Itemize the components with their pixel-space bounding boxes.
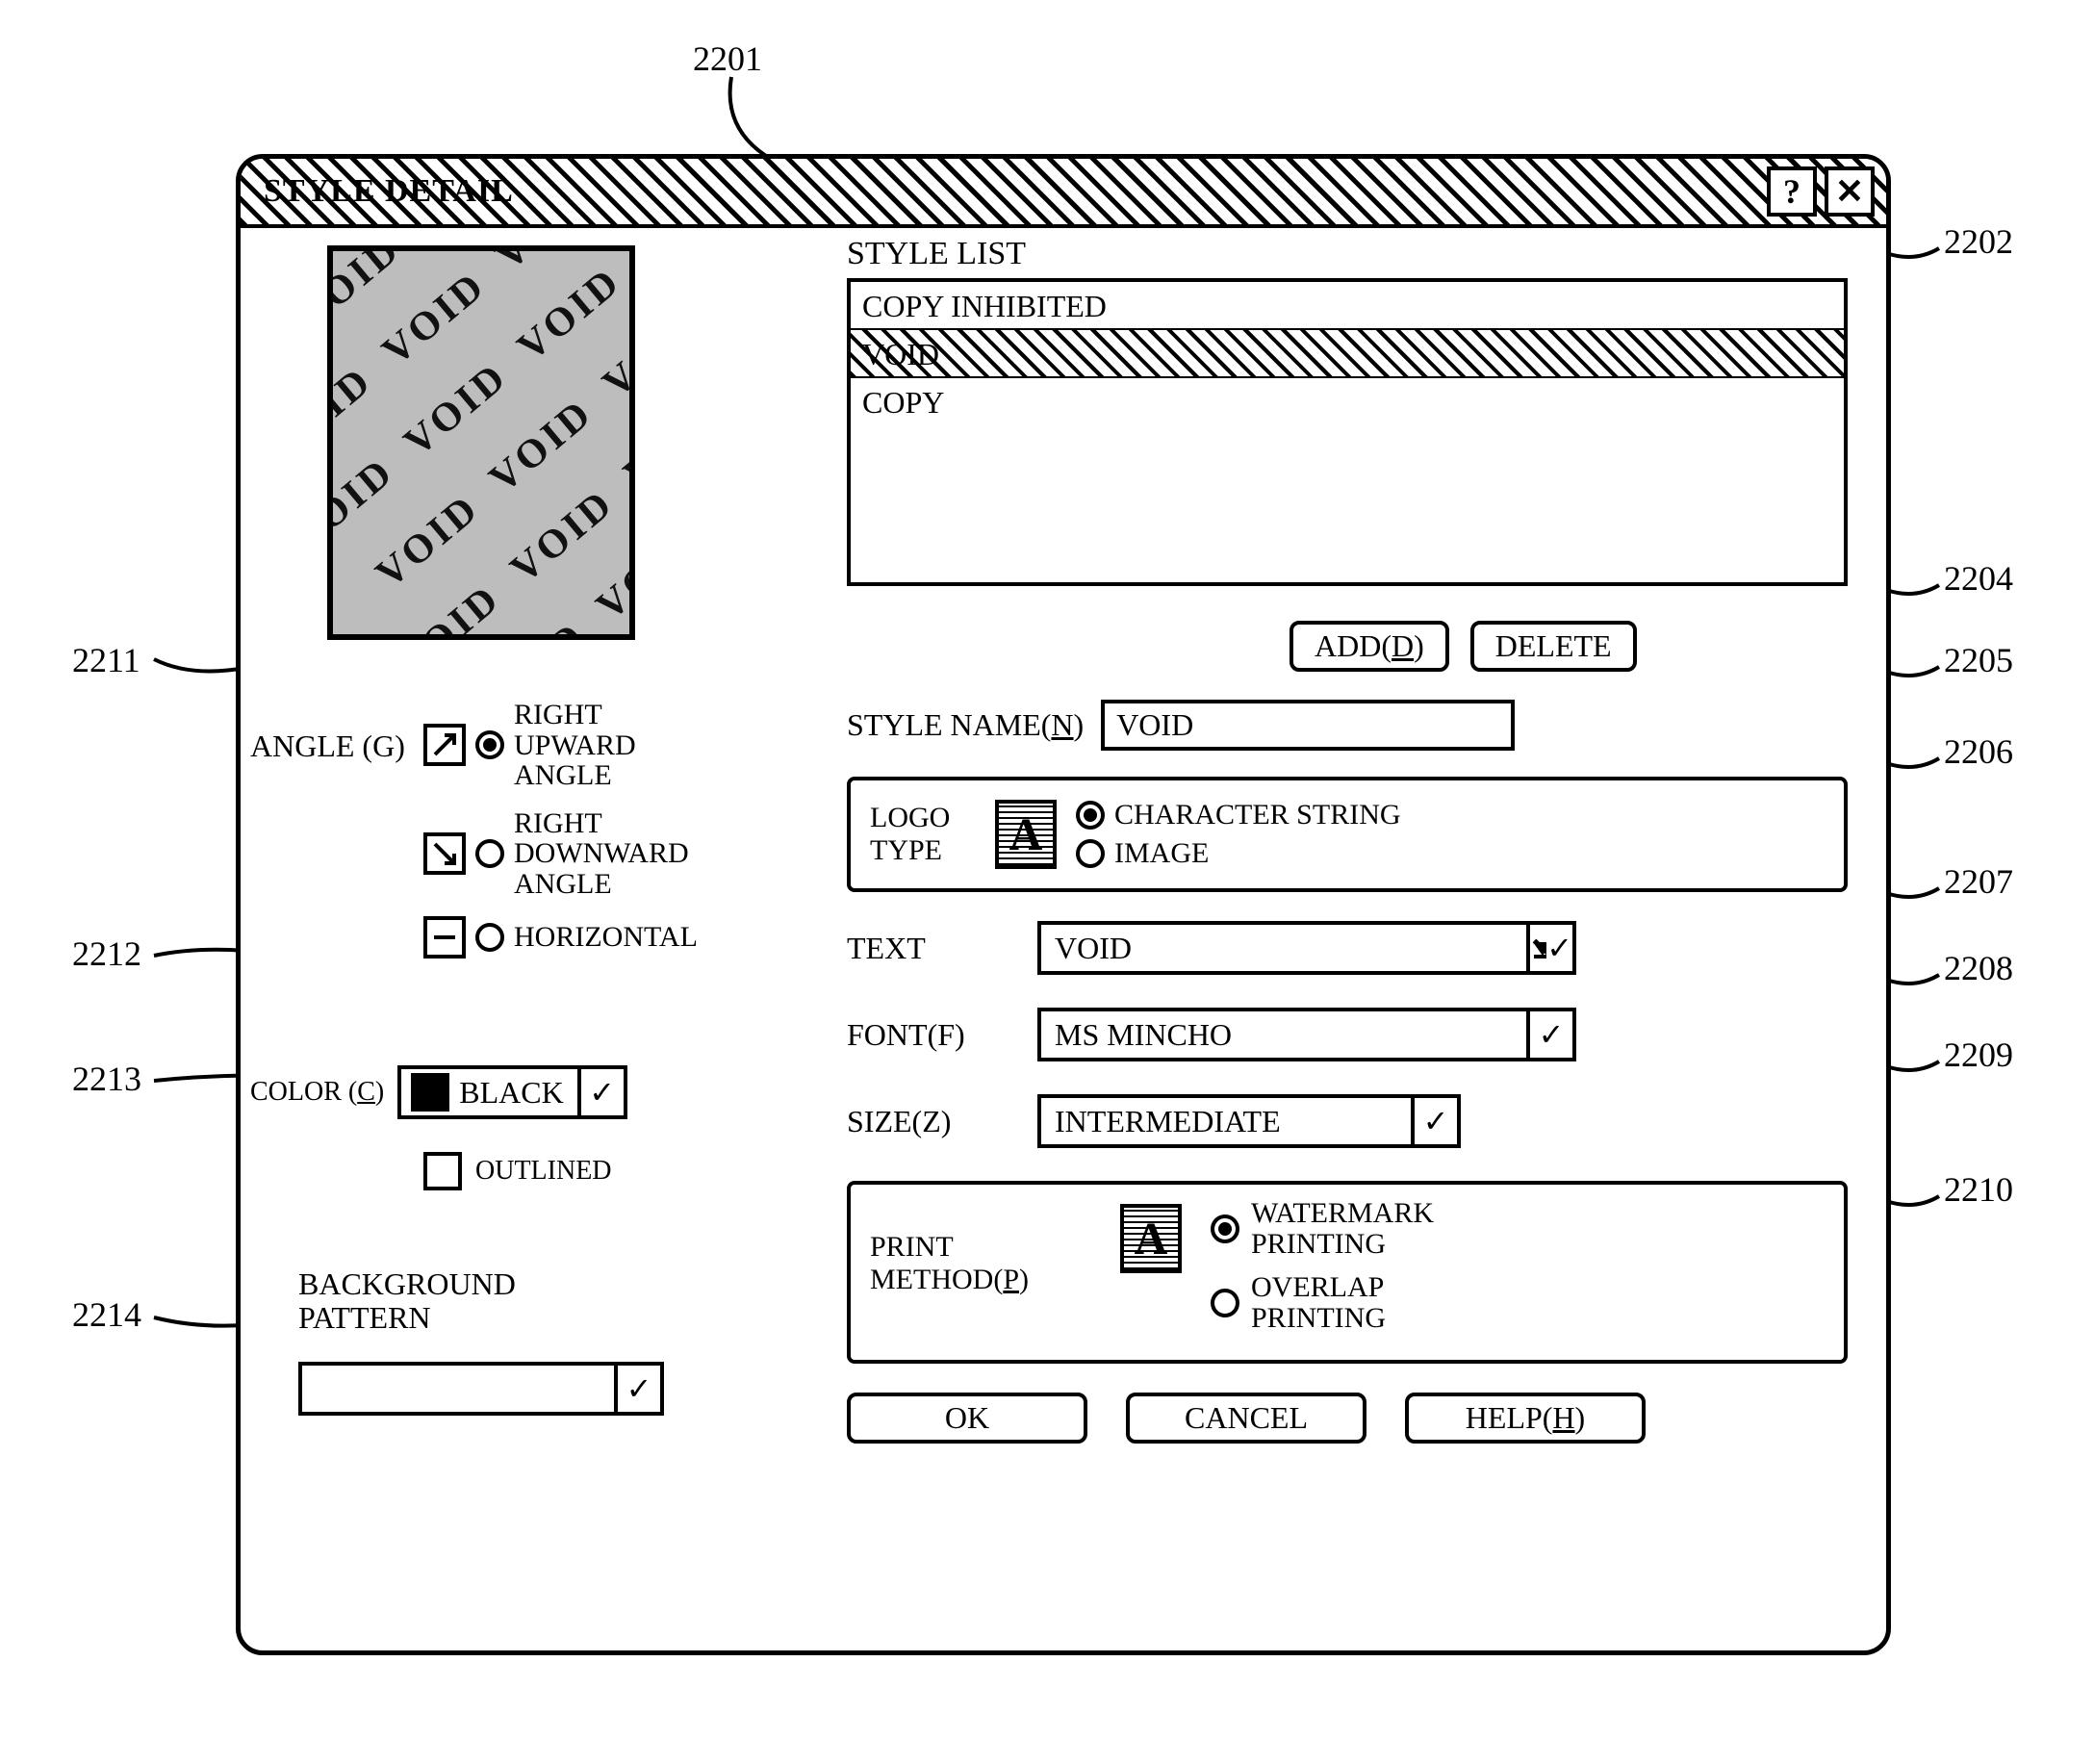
size-row: SIZE(Z) INTERMEDIATE ✓ (847, 1094, 1461, 1148)
help-action-button[interactable]: HELP(H) (1405, 1393, 1646, 1444)
dialog-body: VOID VOID VOID VOID VOID VOID VOID VOID … (241, 228, 1886, 1650)
chevron-down-icon: ✓ (1411, 1098, 1457, 1144)
background-pattern-label: BACKGROUND PATTERN (298, 1267, 516, 1335)
outlined-row[interactable]: OUTLINED (423, 1152, 612, 1190)
radio-icon (1076, 801, 1105, 830)
arrow-up-right-icon (423, 724, 466, 766)
delete-button[interactable]: DELETE (1470, 621, 1637, 672)
style-name-input[interactable] (1101, 700, 1515, 751)
color-combo[interactable]: BLACK ✓ (397, 1065, 626, 1119)
style-name-label: STYLE NAME(N) (847, 707, 1084, 743)
logo-type-image[interactable]: IMAGE (1076, 837, 1401, 870)
style-list-item[interactable]: COPY (851, 378, 1844, 426)
radio-icon (1076, 839, 1105, 868)
callout-2202: 2202 (1944, 221, 2013, 262)
help-button[interactable]: ? (1767, 166, 1817, 217)
callout-2208: 2208 (1944, 948, 2013, 988)
radio-icon (1211, 1289, 1239, 1317)
callout-2204: 2204 (1944, 558, 2013, 599)
callout-2214: 2214 (72, 1294, 141, 1335)
angle-right-upward[interactable]: RIGHT UPWARD ANGLE (423, 700, 808, 791)
close-button[interactable]: ✕ (1825, 166, 1875, 217)
titlebar: STYLE DETAIL ? ✕ (241, 159, 1886, 228)
figure-frame: 2201 2202 2204 2205 2206 2207 2208 2209 … (19, 38, 2094, 1726)
angle-label: ANGLE (G) (250, 729, 405, 764)
add-delete-row: ADD(D) DELETE (1290, 621, 1637, 672)
print-method-overlap[interactable]: OVERLAP PRINTING (1211, 1272, 1434, 1333)
logo-type-character-string[interactable]: CHARACTER STRING (1076, 799, 1401, 831)
color-label: COLOR (C) (250, 1077, 384, 1108)
preview-content: VOID VOID VOID VOID VOID VOID VOID VOID … (327, 245, 635, 640)
style-list[interactable]: COPY INHIBITED VOID COPY (847, 278, 1848, 586)
window-title: STYLE DETAIL (258, 173, 520, 210)
size-label: SIZE(Z) (847, 1104, 1020, 1139)
text-combo[interactable]: VOID ✓ (1037, 921, 1576, 975)
chevron-down-icon: ✓ (1526, 925, 1572, 971)
callout-2209: 2209 (1944, 1035, 2013, 1075)
print-method-group: PRINT METHOD(P) A WATERMARK PRINTING OVE… (847, 1181, 1848, 1364)
text-label: TEXT (847, 931, 1020, 966)
font-combo[interactable]: MS MINCHO ✓ (1037, 1008, 1576, 1061)
print-method-label: PRINT METHOD(P) (870, 1198, 1091, 1296)
background-pattern-combo[interactable]: ✓ (298, 1362, 664, 1416)
logo-type-group: LOGO TYPE A CHARACTER STRING IMAGE (847, 777, 1848, 892)
callout-2201: 2201 (693, 38, 762, 79)
angle-right-downward[interactable]: RIGHT DOWNWARD ANGLE (423, 808, 808, 900)
callout-2210: 2210 (1944, 1169, 2013, 1210)
style-list-item[interactable]: COPY INHIBITED (851, 282, 1844, 330)
color-row: COLOR (C) BLACK ✓ (250, 1065, 627, 1119)
style-list-item[interactable]: VOID (851, 330, 1844, 378)
radio-icon (1211, 1214, 1239, 1243)
cancel-button[interactable]: CANCEL (1126, 1393, 1366, 1444)
action-row: OK CANCEL HELP(H) (847, 1393, 1646, 1444)
text-row: TEXT VOID ✓ (847, 921, 1576, 975)
font-row: FONT(F) MS MINCHO ✓ (847, 1008, 1576, 1061)
add-button[interactable]: ADD(D) (1290, 621, 1449, 672)
print-method-icon: A (1120, 1204, 1182, 1273)
horizontal-line-icon (423, 916, 466, 959)
radio-icon (475, 730, 504, 759)
callout-2213: 2213 (72, 1059, 141, 1099)
angle-horizontal[interactable]: HORIZONTAL (423, 916, 808, 959)
font-label: FONT(F) (847, 1017, 1020, 1053)
logo-type-label: LOGO TYPE (870, 802, 976, 867)
callout-2211: 2211 (72, 640, 140, 680)
color-swatch (411, 1073, 449, 1112)
chevron-down-icon: ✓ (1526, 1011, 1572, 1058)
angle-group: ANGLE (G) RIGHT UPWARD ANGLE RIGHT DOWNW… (423, 700, 808, 976)
ok-button[interactable]: OK (847, 1393, 1087, 1444)
callout-2212: 2212 (72, 933, 141, 974)
preview-pane: VOID VOID VOID VOID VOID VOID VOID VOID … (327, 245, 635, 640)
chevron-down-icon: ✓ (577, 1069, 624, 1115)
radio-icon (475, 839, 504, 868)
callout-2206: 2206 (1944, 731, 2013, 772)
callout-2207: 2207 (1944, 861, 2013, 902)
style-detail-dialog: STYLE DETAIL ? ✕ VOID VOID VOID VOID VOI… (236, 154, 1891, 1655)
chevron-down-icon: ✓ (614, 1366, 660, 1412)
outlined-label: OUTLINED (475, 1156, 612, 1187)
arrow-down-right-icon (423, 832, 466, 875)
callout-2205: 2205 (1944, 640, 2013, 680)
size-combo[interactable]: INTERMEDIATE ✓ (1037, 1094, 1461, 1148)
style-name-row: STYLE NAME(N) (847, 700, 1515, 751)
print-method-watermark[interactable]: WATERMARK PRINTING (1211, 1198, 1434, 1259)
logo-type-icon: A (995, 800, 1057, 869)
checkbox-icon (423, 1152, 462, 1190)
radio-icon (475, 923, 504, 952)
style-list-label: STYLE LIST (847, 236, 1026, 272)
